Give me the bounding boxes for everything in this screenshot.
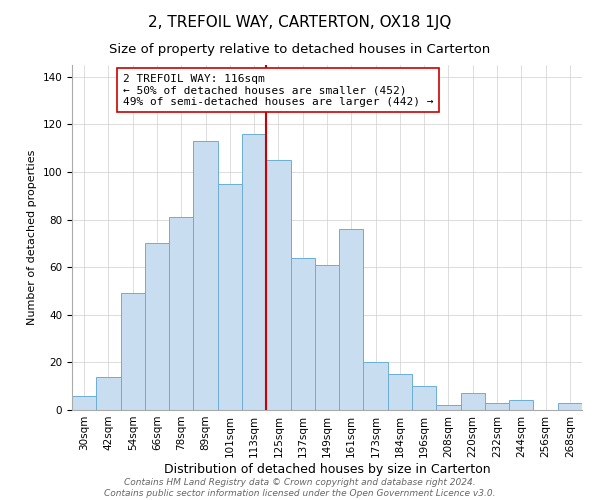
Bar (461, 394, 485, 410)
Bar (145, 244, 169, 410)
Bar (193, 141, 218, 410)
Bar (218, 184, 242, 410)
Bar (169, 218, 193, 410)
Text: Size of property relative to detached houses in Carterton: Size of property relative to detached ho… (109, 42, 491, 56)
Bar (485, 403, 509, 410)
X-axis label: Distribution of detached houses by size in Carterton: Distribution of detached houses by size … (164, 462, 490, 475)
Text: Contains HM Land Registry data © Crown copyright and database right 2024.
Contai: Contains HM Land Registry data © Crown c… (104, 478, 496, 498)
Bar (412, 386, 436, 410)
Bar (72, 396, 96, 410)
Bar (436, 405, 461, 410)
Y-axis label: Number of detached properties: Number of detached properties (27, 150, 37, 325)
Text: 2 TREFOIL WAY: 116sqm
← 50% of detached houses are smaller (452)
49% of semi-det: 2 TREFOIL WAY: 116sqm ← 50% of detached … (123, 74, 433, 107)
Bar (242, 134, 266, 410)
Bar (121, 294, 145, 410)
Bar (266, 160, 290, 410)
Bar (509, 400, 533, 410)
Bar (315, 265, 339, 410)
Bar (96, 376, 121, 410)
Bar (388, 374, 412, 410)
Bar (290, 258, 315, 410)
Text: 2, TREFOIL WAY, CARTERTON, OX18 1JQ: 2, TREFOIL WAY, CARTERTON, OX18 1JQ (148, 15, 452, 30)
Bar (558, 403, 582, 410)
Bar (339, 229, 364, 410)
Bar (364, 362, 388, 410)
